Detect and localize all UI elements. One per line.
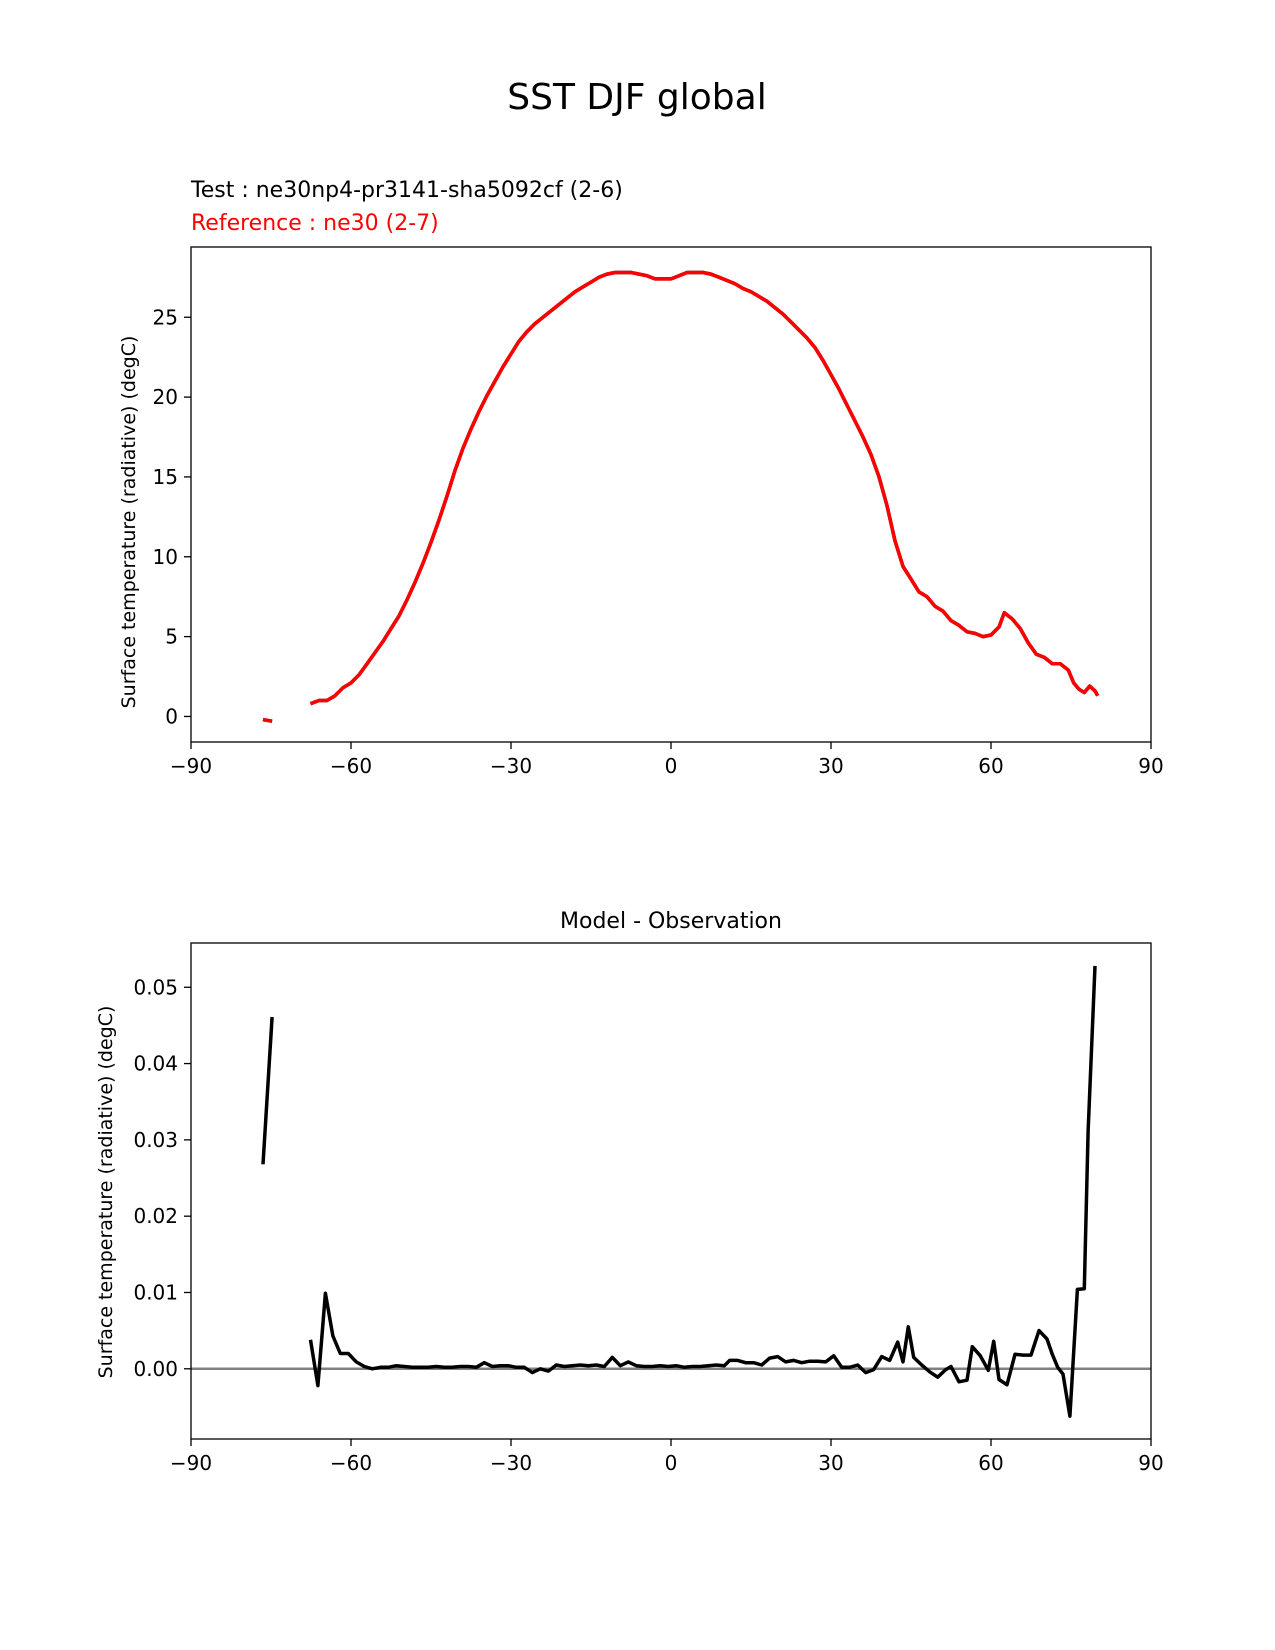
top-x-tick-label: 30 xyxy=(818,754,843,778)
top-x-tick-label: 60 xyxy=(978,754,1003,778)
bottom-y-tick-label: 0.01 xyxy=(133,1280,178,1304)
top-y-tick-label: 25 xyxy=(153,305,178,329)
bottom-x-tick-label: −90 xyxy=(170,1451,212,1475)
bottom-x-tick-label: 30 xyxy=(818,1451,843,1475)
figure-title: SST DJF global xyxy=(507,77,766,118)
top-x-tick-label: 0 xyxy=(665,754,678,778)
top-y-tick-label: 0 xyxy=(165,704,178,728)
bottom-y-tick-label: 0.05 xyxy=(133,975,178,999)
bottom-series-line-model-observation xyxy=(261,1016,274,1165)
test-label: Test : ne30np4-pr3141-sha5092cf (2-6) xyxy=(190,178,623,203)
top-y-axis-label: Surface temperature (radiative) (degC) xyxy=(118,336,140,709)
top-plot-frame xyxy=(190,246,1152,743)
top-y-tick-label: 15 xyxy=(153,465,178,489)
top-x-tick-label: −90 xyxy=(170,754,212,778)
top-x-tick-label: −60 xyxy=(330,754,372,778)
bottom-y-tick-label: 0.00 xyxy=(133,1357,178,1381)
bottom-plot-frame xyxy=(190,942,1152,1440)
bottom-chart-title: Model - Observation xyxy=(560,909,782,934)
top-series-line-reference xyxy=(309,270,1100,706)
bottom-x-tick-label: 0 xyxy=(665,1451,678,1475)
reference-label: Reference : ne30 (2-7) xyxy=(191,211,439,236)
bottom-x-tick-label: −30 xyxy=(490,1451,532,1475)
top-x-tick-label: 90 xyxy=(1138,754,1163,778)
bottom-x-tick-label: 60 xyxy=(978,1451,1003,1475)
bottom-y-axis-label: Surface temperature (radiative) (degC) xyxy=(95,1006,117,1379)
top-chart: Test : ne30np4-pr3141-sha5092cf (2-6) Re… xyxy=(118,178,1164,778)
bottom-series-line-model-observation xyxy=(308,965,1097,1418)
top-y-tick-label: 20 xyxy=(153,385,178,409)
top-y-tick-label: 10 xyxy=(153,545,178,569)
top-x-tick-label: −30 xyxy=(490,754,532,778)
top-series-line-test xyxy=(309,270,1100,706)
bottom-chart: Model - Observation Surface temperature … xyxy=(95,909,1164,1475)
bottom-y-tick-label: 0.04 xyxy=(133,1052,178,1076)
bottom-y-tick-label: 0.02 xyxy=(133,1204,178,1228)
top-y-tick-label: 5 xyxy=(165,625,178,649)
top-series-line-reference xyxy=(262,717,273,723)
bottom-x-tick-label: −60 xyxy=(330,1451,372,1475)
bottom-x-tick-label: 90 xyxy=(1138,1451,1163,1475)
bottom-y-tick-label: 0.03 xyxy=(133,1128,178,1152)
